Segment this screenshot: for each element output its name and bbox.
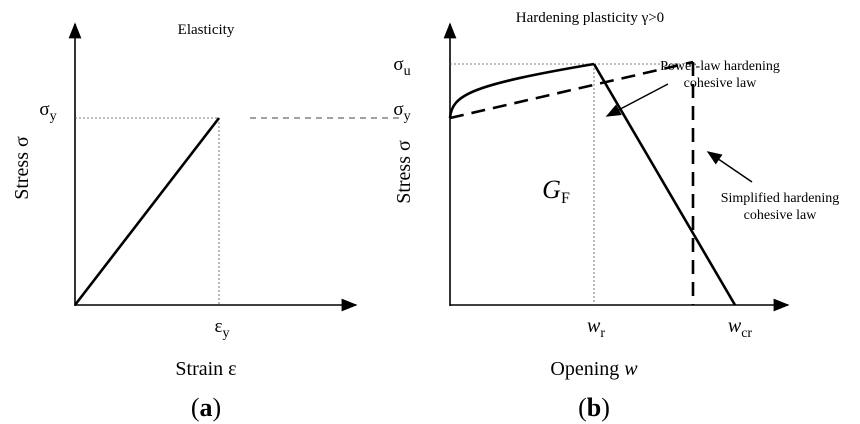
y-label: Stress σ — [11, 136, 33, 200]
y-tick-label: σy — [39, 99, 56, 124]
annotation: cohesive law — [744, 208, 818, 223]
arrow — [605, 83, 669, 117]
softening-line — [592, 63, 737, 306]
x-tick-label: wcr — [728, 315, 753, 341]
caption: (b) — [578, 393, 610, 422]
annotation: cohesive law — [684, 76, 758, 91]
y-tick-label: σu — [393, 54, 410, 79]
x-label: Strain ε — [175, 358, 236, 380]
y-label: Stress σ — [393, 140, 415, 204]
simplified-law — [449, 60, 694, 120]
annotation: Simplified hardening — [721, 191, 840, 206]
annotation: Power-law hardening — [660, 59, 780, 74]
x-tick-label: wr — [587, 315, 605, 341]
area-label: GF — [542, 175, 570, 207]
title: Hardening plasticity γ>0 — [516, 10, 664, 26]
panel-b: Hardening plasticity γ>0 Stress σ Openin… — [393, 10, 839, 422]
x-label: Opening w — [550, 358, 638, 380]
panel-a: Elasticity Stress σ Strain ε σy εy (a) — [11, 22, 400, 422]
power-law-curve — [448, 62, 595, 119]
elastic-line — [73, 117, 221, 306]
title: Elasticity — [178, 22, 235, 38]
x-tick-label: εy — [215, 316, 230, 341]
caption: (a) — [191, 393, 221, 422]
y-tick-label: σy — [393, 99, 410, 124]
arrow — [706, 151, 753, 183]
